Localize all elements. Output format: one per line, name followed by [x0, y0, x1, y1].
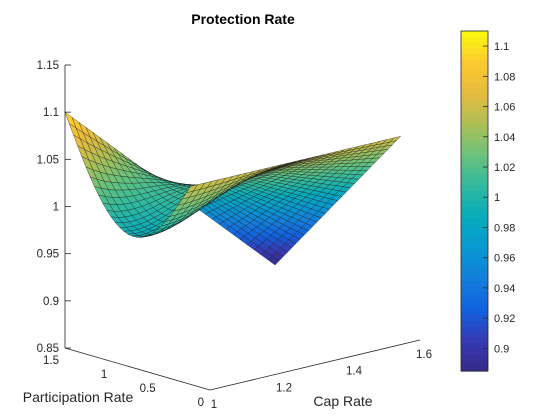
colorbar-segment [461, 167, 488, 174]
colorbar-segment [461, 82, 488, 89]
z-tick-label: 1 [53, 202, 59, 214]
colorbar-tick-label: 1.02 [494, 162, 515, 174]
colorbar-segment [461, 144, 488, 151]
y-tick-label: 0.5 [140, 383, 156, 395]
colorbar-segment [461, 195, 488, 202]
y-tick-label: 1 [101, 369, 107, 381]
y-axis-label: Participation Rate [23, 389, 134, 405]
colorbar-tick-label: 0.92 [494, 313, 515, 325]
z-tick-label: 0.95 [37, 249, 59, 261]
colorbar-segment [461, 365, 488, 372]
colorbar-segment [461, 161, 488, 168]
colorbar-segment [461, 320, 488, 327]
colorbar-tick-label: 1.1 [494, 41, 509, 53]
colorbar-segment [461, 133, 488, 140]
colorbar-segment [461, 280, 488, 287]
colorbar-segment [461, 31, 488, 38]
colorbar-segment [461, 155, 488, 162]
z-tick-label: 1.15 [37, 60, 59, 72]
x-axis-label: Cap Rate [313, 393, 372, 409]
colorbar-segment [461, 308, 488, 315]
colorbar-segment [461, 314, 488, 321]
colorbar-segment [461, 150, 488, 157]
colorbar-tick-label: 0.94 [494, 283, 515, 295]
colorbar-segment [461, 348, 488, 355]
colorbar-segment [461, 325, 488, 332]
colorbar-segment [461, 87, 488, 94]
colorbar-segment [461, 223, 488, 230]
colorbar-segment [461, 303, 488, 310]
z-tick-label: 0.85 [37, 343, 59, 355]
colorbar-segment [461, 342, 488, 349]
y-tick-label: 0 [198, 397, 204, 409]
colorbar-segment [461, 127, 488, 134]
colorbar-segment [461, 206, 488, 213]
colorbar-segment [461, 36, 488, 43]
x-tick-label: 1.4 [346, 366, 363, 378]
colorbar-segment [461, 229, 488, 236]
colorbar-segment [461, 110, 488, 117]
colorbar-segment [461, 189, 488, 196]
colorbar-segment [461, 42, 488, 49]
chart-title: Protection Rate [191, 11, 295, 27]
surface-plot [64, 111, 402, 266]
colorbar-segment [461, 240, 488, 247]
z-tick-label: 1.05 [37, 154, 59, 166]
colorbar-segment [461, 331, 488, 338]
colorbar-segment [461, 104, 488, 111]
colorbar-segment [461, 70, 488, 77]
colorbar-segment [461, 246, 488, 253]
colorbar: 0.9 0.92 0.94 0.96 0.98 1 1.02 1.04 1.06 1.08 1.1 [460, 30, 515, 372]
x-tick-label: 1 [211, 399, 217, 411]
x-axis-line [209, 339, 421, 391]
colorbar-segment [461, 263, 488, 270]
colorbar-segment [461, 235, 488, 242]
colorbar-segment [461, 269, 488, 276]
colorbar-segment [461, 337, 488, 344]
colorbar-segment [461, 218, 488, 225]
colorbar-segment [461, 286, 488, 293]
colorbar-segment [461, 172, 488, 179]
colorbar-segment [461, 93, 488, 100]
x-tick-label: 1.6 [416, 349, 432, 361]
colorbar-segment [461, 274, 488, 281]
z-tick-label: 1.1 [43, 107, 59, 119]
colorbar-segment [461, 59, 488, 66]
colorbar-segment [461, 48, 488, 55]
y-axis-line [64, 347, 211, 391]
colorbar-segment [461, 354, 488, 361]
colorbar-segment [461, 212, 488, 219]
colorbar-tick-label: 0.9 [494, 343, 509, 355]
colorbar-segment [461, 121, 488, 128]
y-tick-label: 1.5 [43, 355, 59, 367]
colorbar-segment [461, 291, 488, 298]
colorbar-tick-label: 0.96 [494, 253, 515, 265]
tick-labels: 0.85 0.9 0.95 1 1.05 1.1 1.15 1 1.2 1.4 1.6 0 0.5 1 1.… [37, 60, 432, 411]
colorbar-tick-label: 0.98 [494, 222, 515, 234]
colorbar-frame [460, 30, 489, 372]
x-tick-label: 1.2 [276, 382, 292, 394]
colorbar-tick-label: 1.04 [494, 132, 515, 144]
colorbar-segment [461, 76, 488, 83]
colorbar-segment [461, 297, 488, 304]
colorbar-tick-label: 1.06 [494, 102, 515, 114]
colorbar-segment [461, 252, 488, 259]
colorbar-segment [461, 99, 488, 106]
colorbar-segment [461, 184, 488, 191]
colorbar-segment [461, 257, 488, 264]
surface-patch [388, 135, 402, 143]
colorbar-segment [461, 116, 488, 123]
colorbar-segment [461, 138, 488, 145]
colorbar-segment [461, 53, 488, 60]
colorbar-segment [461, 201, 488, 208]
colorbar-segment [461, 178, 488, 185]
colorbar-tick-label: 1.08 [494, 71, 515, 83]
colorbar-segment [461, 359, 488, 366]
colorbar-segment [461, 65, 488, 72]
z-tick-label: 0.9 [43, 296, 59, 308]
colorbar-tick-label: 1 [494, 192, 500, 204]
